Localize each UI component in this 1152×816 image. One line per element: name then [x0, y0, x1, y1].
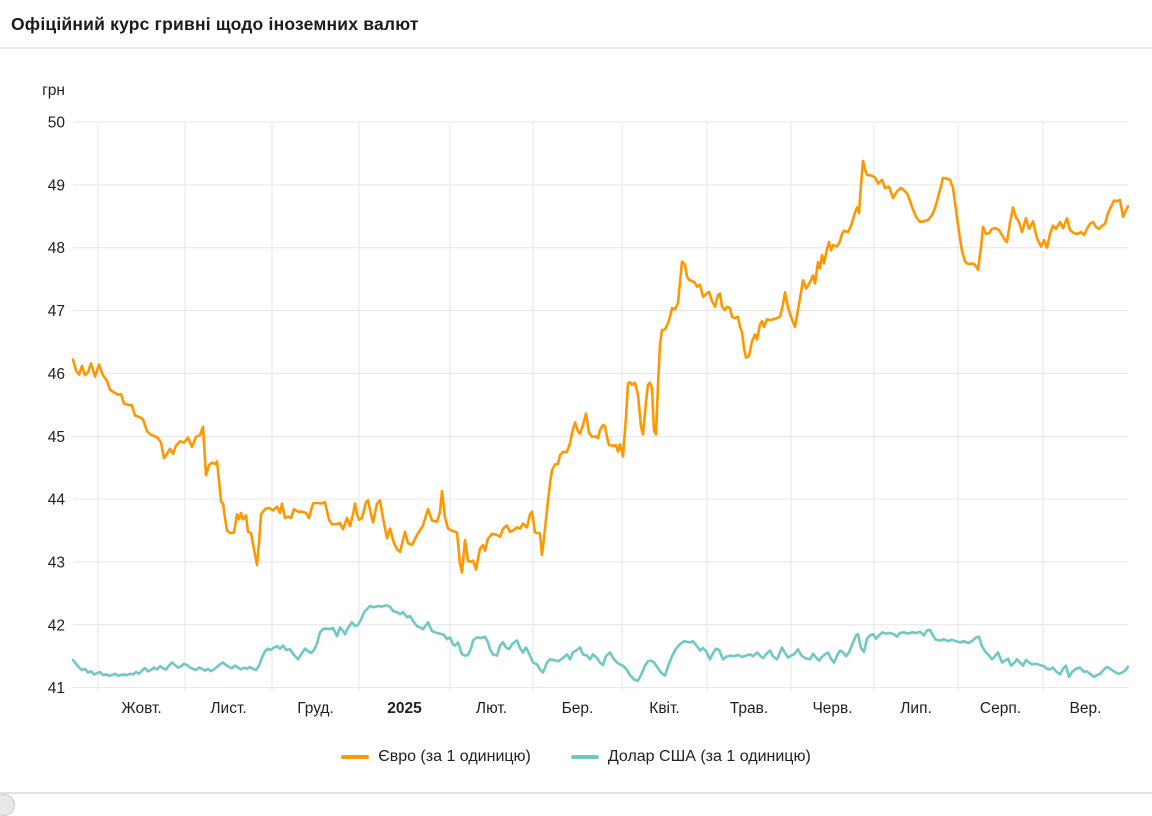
y-tick-label: 49 — [48, 177, 65, 194]
usd-line-swatch — [570, 755, 599, 759]
legend-item-usd: Долар США (за 1 одиницю) — [570, 748, 811, 766]
x-tick-label: Лют. — [476, 700, 507, 717]
bottom-left-circle-decoration — [0, 794, 15, 816]
legend-item-euro: Євро (за 1 одиницю) — [341, 748, 531, 766]
euro-line-swatch — [341, 755, 370, 759]
y-tick-label: 50 — [48, 115, 66, 132]
euro-line-series[interactable] — [71, 159, 1130, 574]
title-divider — [0, 47, 1152, 49]
y-tick-label: 43 — [48, 554, 65, 571]
chart-canvas: грн 50 49 48 47 46 45 44 43 42 41 Жовт. Лист. Груд. 20… — [42, 82, 1130, 717]
x-tick-label: Трав. — [730, 700, 768, 717]
y-tick-label: 47 — [48, 303, 65, 320]
y-tick-label: 42 — [48, 617, 65, 634]
x-tick-label: Квіт. — [649, 700, 679, 717]
legend-label-euro: Євро (за 1 одиницю) — [378, 748, 531, 765]
exchange-rate-chart: грн 50 49 48 47 46 45 44 43 42 41 Жовт. Лист. Груд. 20… — [0, 75, 1152, 735]
x-tick-label: Вер. — [1070, 700, 1102, 717]
x-tick-label: 2025 — [387, 700, 422, 717]
x-tick-label: Черв. — [812, 700, 852, 717]
bottom-divider — [0, 792, 1152, 794]
legend-label-usd: Долар США (за 1 одиницю) — [607, 748, 811, 765]
x-tick-label: Жовт. — [121, 700, 161, 717]
y-axis-unit-label: грн — [42, 82, 65, 99]
x-tick-label: Груд. — [297, 700, 334, 717]
usd-line-series[interactable] — [71, 604, 1130, 683]
chart-legend: Євро (за 1 одиницю) Долар США (за 1 один… — [0, 741, 1152, 773]
x-tick-label: Лип. — [900, 700, 932, 717]
page-title: Офіційний курс гривні щодо іноземних вал… — [11, 14, 419, 34]
x-tick-label: Серп. — [980, 700, 1021, 717]
x-tick-label: Бер. — [562, 700, 594, 717]
x-tick-label: Лист. — [210, 700, 246, 717]
y-tick-label: 41 — [48, 680, 65, 697]
y-tick-label: 45 — [48, 429, 65, 446]
y-tick-label: 48 — [48, 240, 65, 257]
y-tick-label: 44 — [48, 492, 66, 509]
chart-header: Офіційний курс гривні щодо іноземних вал… — [0, 0, 1152, 47]
y-tick-label: 46 — [48, 366, 65, 383]
